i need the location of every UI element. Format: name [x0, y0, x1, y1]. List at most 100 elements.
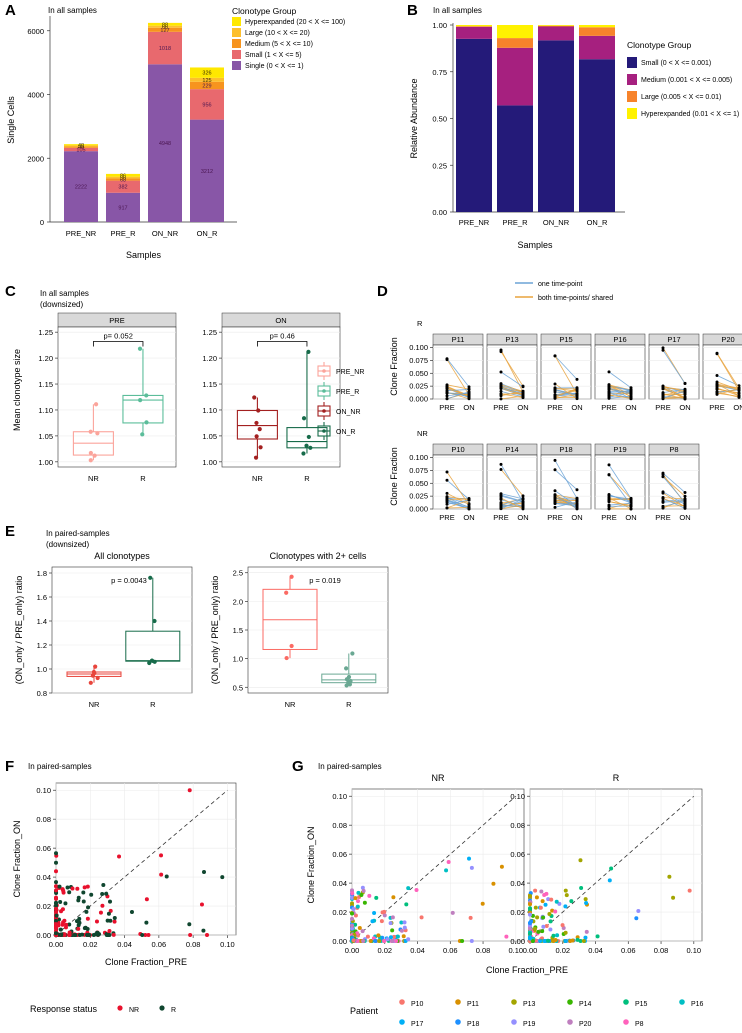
svg-text:P20: P20	[721, 335, 734, 344]
svg-text:0.025: 0.025	[409, 492, 428, 501]
svg-text:0.100: 0.100	[409, 343, 428, 352]
svg-text:0.025: 0.025	[409, 382, 428, 391]
svg-text:PRE: PRE	[601, 513, 616, 522]
svg-text:Hyperexpanded (0.01 < X <= 1): Hyperexpanded (0.01 < X <= 1)	[641, 111, 739, 118]
svg-text:0.02: 0.02	[36, 902, 51, 911]
svg-text:40: 40	[78, 143, 84, 149]
svg-text:Hyperexpanded (20 < X <= 100): Hyperexpanded (20 < X <= 100)	[245, 19, 345, 26]
svg-text:NR: NR	[417, 429, 428, 438]
svg-text:0.000: 0.000	[409, 505, 428, 514]
svg-text:1.00: 1.00	[202, 458, 217, 467]
svg-text:Samples: Samples	[517, 240, 553, 250]
svg-text:0.075: 0.075	[409, 466, 428, 475]
svg-text:R: R	[613, 773, 620, 783]
svg-text:40: 40	[78, 145, 84, 151]
svg-text:66: 66	[162, 25, 168, 31]
svg-text:P14: P14	[505, 445, 518, 454]
svg-text:ON: ON	[679, 403, 690, 412]
svg-text:P18: P18	[559, 445, 572, 454]
svg-text:p= 0.46: p= 0.46	[270, 332, 295, 341]
svg-text:1.15: 1.15	[38, 380, 53, 389]
svg-text:Samples: Samples	[126, 250, 162, 260]
svg-text:68: 68	[120, 178, 126, 184]
svg-text:0.10: 0.10	[509, 946, 524, 955]
svg-text:PRE: PRE	[439, 403, 454, 412]
svg-text:0.04: 0.04	[332, 879, 347, 888]
svg-text:PRE: PRE	[439, 513, 454, 522]
panel-e-subtitle: In paired-samples	[46, 529, 110, 538]
svg-text:0.25: 0.25	[432, 161, 447, 170]
svg-text:p= 0.052: p= 0.052	[103, 332, 132, 341]
svg-text:PRE_R: PRE_R	[336, 389, 359, 396]
svg-text:R: R	[304, 474, 310, 483]
panel-g-letter: G	[292, 758, 304, 775]
svg-text:Small (1 < X <= 5): Small (1 < X <= 5)	[245, 52, 302, 59]
svg-text:P8: P8	[635, 1021, 644, 1028]
panel-f-letter: F	[5, 758, 15, 775]
svg-text:P11: P11	[452, 335, 465, 344]
svg-text:Response status: Response status	[30, 1004, 98, 1014]
svg-text:1.4: 1.4	[37, 617, 47, 626]
svg-text:0.10: 0.10	[36, 786, 51, 795]
svg-text:ON_NR: ON_NR	[543, 218, 570, 227]
svg-text:P16: P16	[613, 335, 626, 344]
svg-text:ON_R: ON_R	[197, 229, 218, 238]
panel-b-letter: B	[407, 2, 418, 19]
svg-text:35: 35	[78, 144, 84, 150]
svg-text:NR: NR	[252, 474, 263, 483]
svg-text:1.25: 1.25	[38, 328, 53, 337]
svg-text:NR: NR	[432, 773, 445, 783]
svg-text:0.08: 0.08	[476, 946, 491, 955]
response-status-legend: Response status NR R	[0, 990, 300, 1030]
svg-text:Patient: Patient	[350, 1006, 379, 1016]
svg-text:Single Cells: Single Cells	[6, 96, 16, 144]
svg-text:Clone Fraction_ON: Clone Fraction_ON	[12, 820, 22, 897]
svg-text:125: 125	[202, 78, 211, 84]
svg-text:PRE_NR: PRE_NR	[66, 229, 97, 238]
svg-text:ON: ON	[733, 403, 742, 412]
svg-text:105: 105	[76, 148, 85, 154]
svg-text:1.0: 1.0	[233, 655, 243, 664]
svg-text:PRE: PRE	[655, 403, 670, 412]
panel-d: D one time-point both time-points/ shared…	[375, 275, 742, 522]
svg-text:Large (10 < X <= 20): Large (10 < X <= 20)	[245, 30, 310, 37]
svg-text:0: 0	[40, 218, 44, 227]
svg-text:ON_NR: ON_NR	[336, 409, 361, 416]
svg-text:PRE_NR: PRE_NR	[336, 369, 364, 376]
svg-text:P18: P18	[467, 1021, 480, 1028]
svg-text:0.10: 0.10	[332, 792, 347, 801]
panel-f-subtitle: In paired-samples	[28, 762, 92, 771]
svg-text:PRE_R: PRE_R	[110, 229, 136, 238]
svg-text:P15: P15	[635, 1001, 648, 1008]
svg-text:P19: P19	[523, 1021, 536, 1028]
svg-text:PRE: PRE	[109, 316, 124, 325]
svg-text:0.8: 0.8	[37, 689, 47, 698]
svg-text:1.20: 1.20	[38, 354, 53, 363]
svg-text:0.100: 0.100	[409, 453, 428, 462]
svg-text:0.5: 0.5	[233, 683, 243, 692]
svg-text:ON: ON	[463, 403, 474, 412]
svg-text:0.00: 0.00	[36, 931, 51, 940]
svg-text:1.10: 1.10	[202, 406, 217, 415]
svg-text:P8: P8	[669, 445, 678, 454]
panel-b-subtitle: In all samples	[433, 6, 482, 15]
svg-text:PRE: PRE	[493, 513, 508, 522]
svg-text:0.06: 0.06	[332, 850, 347, 859]
svg-text:PRE: PRE	[547, 513, 562, 522]
svg-text:All clonotypes: All clonotypes	[94, 551, 150, 561]
svg-text:0.00: 0.00	[332, 937, 347, 946]
svg-text:R: R	[171, 1007, 176, 1014]
svg-text:NR: NR	[89, 700, 100, 709]
svg-text:P15: P15	[559, 335, 572, 344]
svg-text:0.050: 0.050	[409, 479, 428, 488]
svg-text:0.06: 0.06	[510, 850, 525, 859]
svg-text:NR: NR	[129, 1007, 139, 1014]
panel-b-chart: 0.00 0.25 0.50 0.75 1.00 Relative Abundance Sa…	[409, 21, 739, 250]
svg-text:1.15: 1.15	[202, 380, 217, 389]
svg-text:ON_NR: ON_NR	[152, 229, 179, 238]
svg-text:88: 88	[162, 22, 168, 28]
svg-text:1.8: 1.8	[37, 569, 47, 578]
svg-text:0.06: 0.06	[621, 946, 636, 955]
svg-text:0.00: 0.00	[510, 937, 525, 946]
